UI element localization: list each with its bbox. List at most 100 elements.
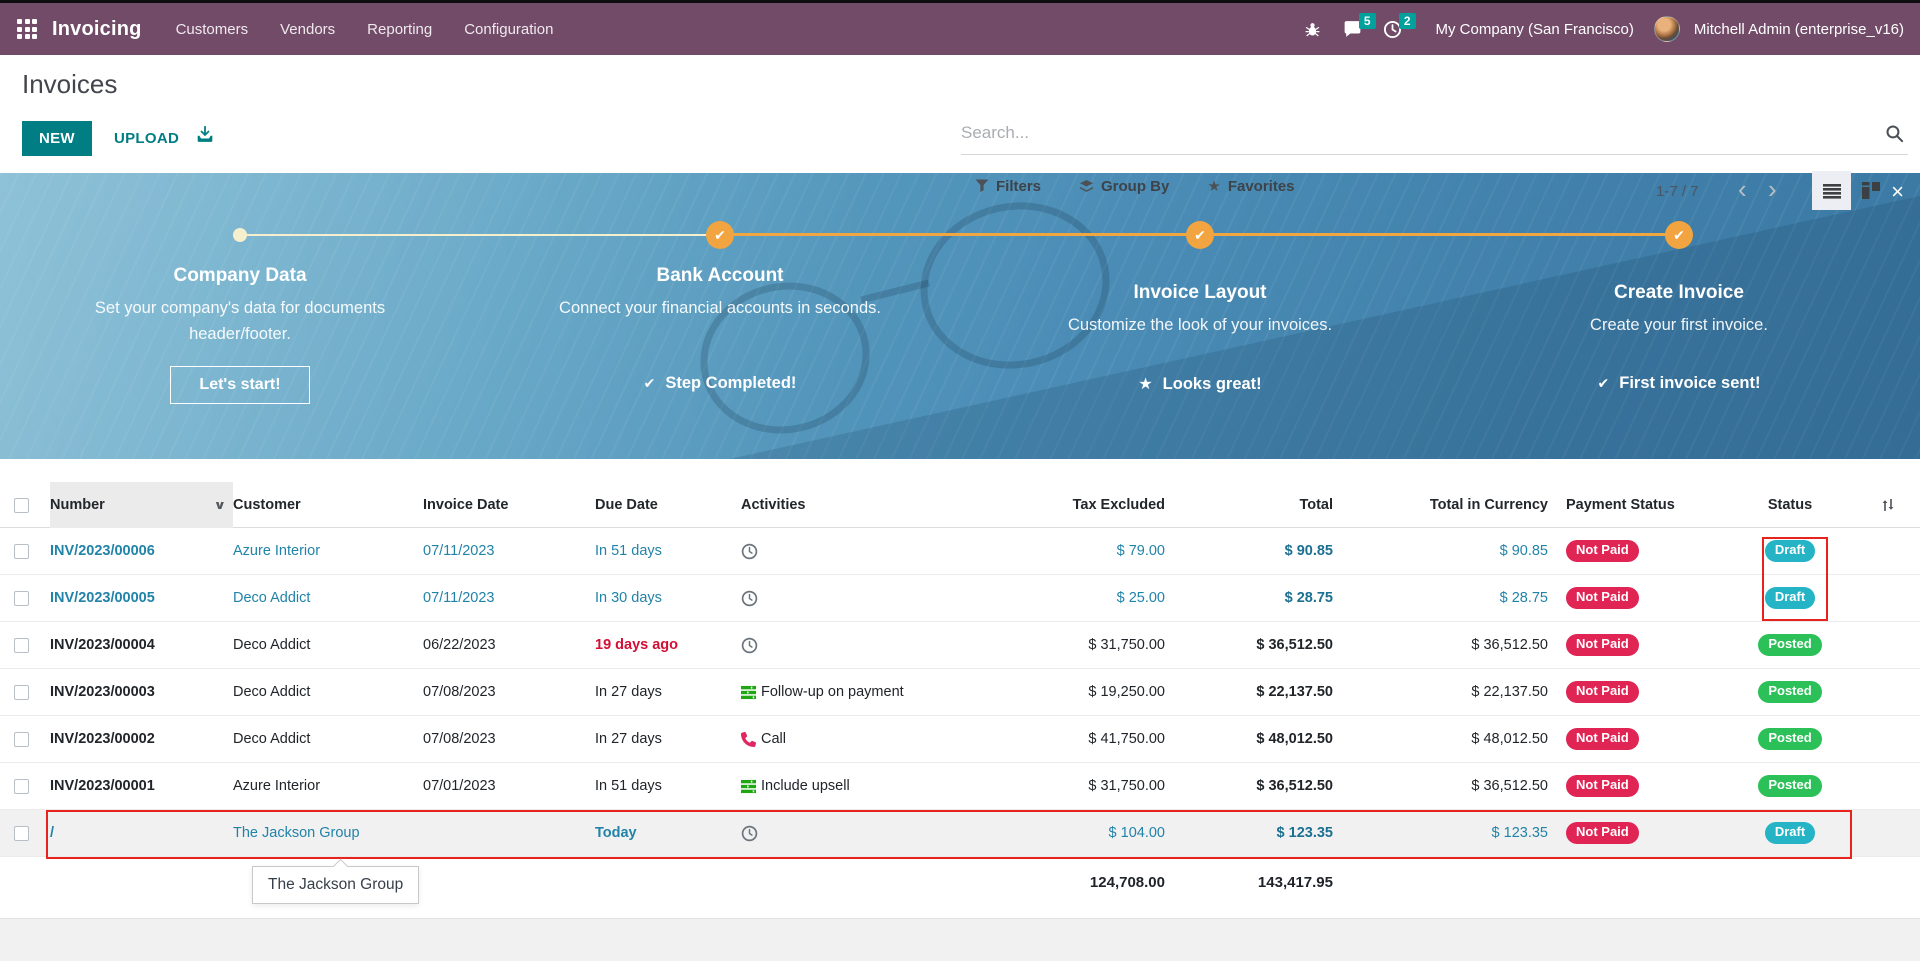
column-header-activities[interactable]: Activities [741, 497, 806, 513]
row-checkbox[interactable] [13, 731, 29, 747]
invoice-number: INV/2023/00002 [50, 731, 155, 747]
column-header-customer[interactable]: Customer [233, 497, 301, 513]
activities-button[interactable]: 2 [1376, 12, 1416, 46]
column-header-payment-status[interactable]: Payment Status [1566, 497, 1675, 513]
onboarding-step-company-data: Company Data Set your company's data for… [25, 221, 455, 404]
step-completed-link[interactable]: ✔ Step Completed! [644, 374, 797, 393]
table-row[interactable]: INV/2023/00005 Deco Addict 07/11/2023 In… [0, 575, 1920, 622]
pager-previous-button[interactable]: ‹ [1738, 174, 1747, 204]
table-row[interactable]: INV/2023/00001 Azure Interior 07/01/2023… [0, 763, 1920, 810]
debug-bug-icon[interactable] [1296, 12, 1330, 46]
step-description: Set your company's data for documents he… [94, 299, 386, 343]
activity-label[interactable]: Include upsell [761, 778, 850, 794]
looks-great-link[interactable]: ★ Looks great! [1138, 374, 1261, 394]
onboarding-step-create-invoice: Create Invoice Create your first invoice… [1464, 221, 1894, 393]
status-badge: Posted [1758, 681, 1822, 703]
menu-customers[interactable]: Customers [175, 20, 249, 38]
tax-excluded-cell: $ 104.00 [1108, 825, 1165, 841]
lets-start-button[interactable]: Let's start! [170, 366, 310, 404]
column-header-total-in-currency[interactable]: Total in Currency [1429, 497, 1548, 513]
app-name[interactable]: Invoicing [52, 17, 142, 40]
search-icon[interactable] [1885, 124, 1904, 143]
kanban-view-button[interactable] [1851, 171, 1890, 210]
group-by-label: Group By [1101, 177, 1170, 195]
table-row[interactable]: INV/2023/00004 Deco Addict 06/22/2023 19… [0, 622, 1920, 669]
step-description: Customize the look of your invoices. [1067, 316, 1333, 334]
main-navbar: Invoicing Customers Vendors Reporting Co… [0, 3, 1920, 55]
favorites-button[interactable]: ★ Favorites [1207, 177, 1294, 196]
activity-clock-icon[interactable] [741, 590, 758, 607]
row-checkbox[interactable] [13, 825, 29, 841]
row-checkbox[interactable] [13, 684, 29, 700]
upload-button[interactable]: UPLOAD [106, 121, 187, 156]
row-checkbox[interactable] [13, 778, 29, 794]
column-header-status[interactable]: Status [1767, 497, 1813, 513]
invoice-number: INV/2023/00003 [50, 684, 155, 700]
table-header-row: Number ∨ Customer Invoice Date Due Date … [0, 482, 1920, 528]
star-icon: ★ [1207, 178, 1221, 195]
messages-button[interactable]: 5 [1336, 12, 1376, 46]
column-header-due-date[interactable]: Due Date [595, 497, 658, 513]
row-checkbox[interactable] [13, 590, 29, 606]
table-row[interactable]: INV/2023/00006 Azure Interior 07/11/2023… [0, 528, 1920, 575]
check-icon: ✔ [1597, 375, 1610, 391]
activity-clock-icon[interactable] [741, 543, 758, 560]
activity-clock-icon[interactable] [741, 825, 758, 842]
onboarding-banner: × ✔ ✔ ✔ Company Data Set your company's … [0, 173, 1920, 459]
group-by-button[interactable]: Group By [1079, 178, 1169, 195]
activity-tasks-icon[interactable] [741, 779, 756, 794]
due-date-cell: In 30 days [595, 590, 662, 606]
optional-columns-button[interactable] [1864, 497, 1920, 513]
filters-button[interactable]: Filters [975, 178, 1041, 195]
user-avatar[interactable] [1653, 16, 1680, 42]
first-invoice-sent-link[interactable]: ✔ First invoice sent! [1598, 374, 1761, 393]
payment-status-badge: Not Paid [1566, 587, 1639, 609]
list-view-button[interactable] [1812, 171, 1851, 210]
messages-count-badge: 5 [1358, 13, 1376, 29]
due-date-cell: Today [595, 825, 637, 841]
activity-label[interactable]: Call [761, 731, 786, 747]
menu-vendors[interactable]: Vendors [280, 20, 336, 38]
tax-excluded-cell: $ 19,250.00 [1088, 684, 1165, 700]
row-checkbox[interactable] [13, 543, 29, 559]
star-icon: ★ [1138, 376, 1153, 393]
search-input[interactable] [961, 123, 1885, 143]
column-header-total[interactable]: Total [1299, 497, 1333, 513]
total-in-currency-cell: $ 90.85 [1499, 543, 1548, 559]
timeline-segment-todo [247, 234, 720, 236]
new-button[interactable]: NEW [22, 121, 92, 156]
banner-close-icon[interactable]: × [1891, 179, 1904, 204]
onboarding-step-invoice-layout: Invoice Layout Customize the look of you… [985, 221, 1415, 394]
status-badge: Draft [1764, 540, 1816, 562]
user-menu[interactable]: Mitchell Admin (enterprise_v16) [1693, 20, 1904, 38]
column-header-number[interactable]: Number ∨ [50, 482, 233, 528]
view-switcher [1812, 171, 1890, 210]
layers-icon [1079, 179, 1094, 192]
activity-phone-icon[interactable] [741, 731, 756, 747]
customer-cell: Deco Addict [233, 637, 311, 653]
download-icon [197, 126, 213, 142]
download-button[interactable] [196, 125, 214, 146]
activity-label[interactable]: Follow-up on payment [761, 684, 904, 700]
column-header-tax-excluded[interactable]: Tax Excluded [1072, 497, 1165, 513]
menu-configuration[interactable]: Configuration [464, 20, 554, 38]
table-row[interactable]: INV/2023/00002 Deco Addict 07/08/2023 In… [0, 716, 1920, 763]
activity-clock-icon[interactable] [741, 637, 758, 654]
row-checkbox[interactable] [13, 637, 29, 653]
activity-tasks-icon[interactable] [741, 685, 756, 700]
menu-reporting[interactable]: Reporting [367, 20, 433, 38]
table-row[interactable]: INV/2023/00003 Deco Addict 07/08/2023 In… [0, 669, 1920, 716]
bug-icon [1305, 22, 1320, 36]
step-title: Bank Account [656, 265, 784, 286]
total-in-currency-cell: $ 22,137.50 [1471, 684, 1548, 700]
company-switcher[interactable]: My Company (San Francisco) [1435, 20, 1634, 38]
apps-menu-button[interactable] [10, 12, 44, 46]
customer-tooltip: The Jackson Group [252, 858, 420, 904]
payment-status-badge: Not Paid [1566, 681, 1639, 703]
column-header-invoice-date[interactable]: Invoice Date [423, 497, 509, 513]
table-row-new-invoice[interactable]: / The Jackson Group Today $ 104.00 $ 123… [0, 810, 1920, 857]
pager-next-button[interactable]: › [1768, 174, 1777, 204]
funnel-icon [975, 179, 989, 192]
select-all-checkbox[interactable] [13, 497, 29, 513]
invoice-date-cell: 06/22/2023 [423, 637, 496, 653]
